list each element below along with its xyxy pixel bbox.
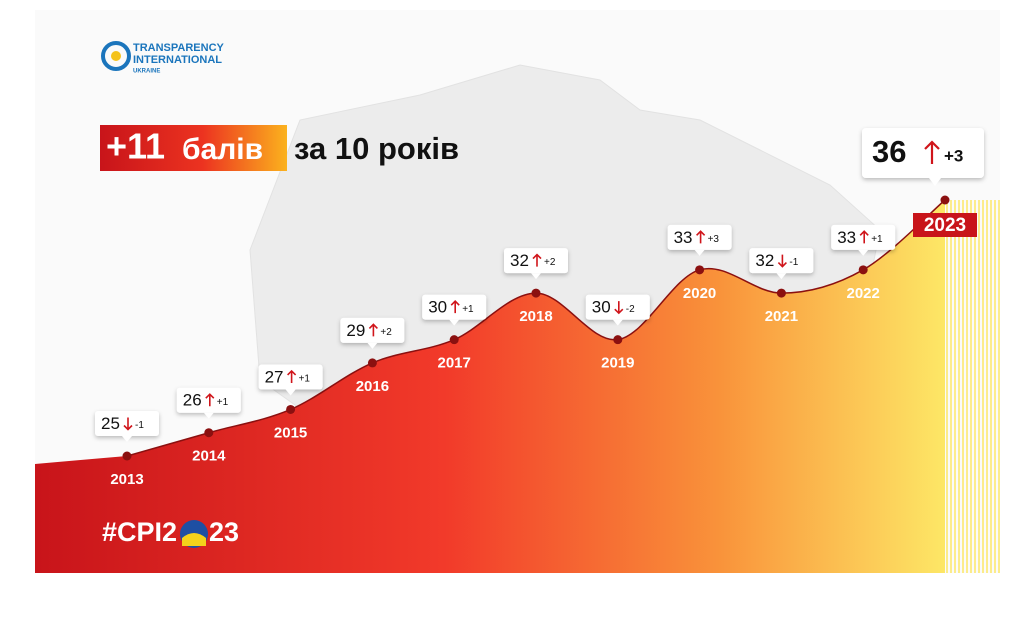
- change-label: +1: [217, 397, 229, 408]
- headline: +11 балів за 10 років: [100, 125, 459, 171]
- value-label: 32: [510, 251, 529, 270]
- label-box: [258, 364, 323, 390]
- x-tick-label: 2017: [438, 355, 471, 372]
- x-tick-label: 2019: [601, 355, 634, 372]
- label-pointer: [929, 178, 941, 186]
- change-arrow: [696, 230, 706, 244]
- point: [122, 451, 132, 461]
- x-tick-label: 2014: [192, 448, 226, 465]
- label-box: [831, 224, 896, 250]
- change-label: +1: [462, 304, 474, 315]
- headline-rest: за 10 років: [294, 131, 459, 166]
- value-label: 27: [265, 367, 284, 386]
- label-pointer: [531, 273, 541, 280]
- label-pointer: [285, 389, 296, 396]
- point: [286, 404, 296, 414]
- value-label: 32: [755, 251, 774, 270]
- value-label: 33: [674, 228, 693, 247]
- label-box: [422, 294, 487, 320]
- change-arrow: [123, 417, 133, 431]
- label-pointer: [612, 319, 623, 326]
- change-label: +1: [871, 234, 883, 245]
- point: [204, 428, 214, 438]
- label-pointer: [367, 342, 378, 349]
- value-label: 26: [183, 391, 202, 410]
- change-arrow: [205, 393, 215, 407]
- change-arrow: [368, 323, 378, 337]
- x-tick-label: 2018: [519, 308, 552, 325]
- stripes: [946, 200, 1000, 573]
- label-box: [667, 224, 732, 250]
- logo-text: TRANSPARENCY: [133, 42, 225, 54]
- x-tick-label: 2022: [847, 285, 880, 302]
- change-label: -1: [789, 257, 798, 268]
- change-arrow: [532, 253, 542, 267]
- value-label: 29: [346, 321, 365, 340]
- area-fill: [35, 200, 945, 573]
- x-tick-label: 2016: [356, 378, 389, 395]
- label-box: [504, 248, 568, 274]
- x-tick-label: 2013: [110, 471, 143, 488]
- change-arrow: [777, 254, 787, 268]
- value-label: 25: [101, 414, 120, 433]
- x-tick-label: 2023: [924, 215, 966, 236]
- change-arrow: [287, 369, 297, 383]
- point: [858, 265, 868, 275]
- value-label: 30: [592, 298, 611, 317]
- point: [449, 335, 459, 345]
- logo: TRANSPARENCY INTERNATIONAL UKRAINE: [101, 41, 225, 75]
- logo-text: UKRAINE: [133, 69, 160, 75]
- label-box: [95, 411, 159, 436]
- change-arrow: [450, 300, 460, 314]
- change-arrow: [924, 140, 940, 164]
- change-label: +1: [299, 374, 311, 385]
- label-pointer: [694, 249, 705, 256]
- hashtag: #CPI2 23: [102, 517, 239, 548]
- logo-text: INTERNATIONAL: [133, 54, 222, 66]
- change-arrow: [614, 301, 624, 315]
- change-label: +3: [708, 234, 720, 245]
- point: [940, 195, 950, 205]
- x-tick-label: 2015: [274, 424, 307, 441]
- label-pointer: [858, 249, 869, 256]
- change-label: -1: [135, 420, 144, 431]
- label-box: [340, 317, 405, 343]
- point: [613, 335, 623, 345]
- label-pointer: [122, 436, 132, 442]
- label-box: [585, 294, 650, 320]
- hashtag-start: #CPI2: [102, 517, 177, 547]
- logo-icon: [101, 41, 131, 71]
- change-label: +3: [944, 146, 963, 165]
- headline-number: +11: [106, 126, 165, 167]
- change-arrow: [859, 230, 869, 244]
- label-box: [862, 128, 984, 178]
- value-label: 30: [428, 298, 447, 317]
- label-pointer: [203, 412, 214, 419]
- label-pointer: [776, 273, 787, 280]
- label-pointer: [449, 319, 460, 326]
- value-label: 36: [872, 134, 906, 169]
- logo-dot: [111, 51, 121, 61]
- label-box: [176, 387, 241, 413]
- x-tick-label: 2020: [683, 285, 716, 302]
- change-label: +2: [380, 327, 392, 338]
- point: [531, 288, 541, 298]
- headline-box: [100, 125, 287, 171]
- change-label: +2: [544, 257, 556, 268]
- value-label: 33: [837, 228, 856, 247]
- year-box: [913, 213, 977, 237]
- hashtag-emblem-map: [182, 533, 206, 546]
- headline-unit: балів: [182, 133, 263, 166]
- hashtag-end: 23: [209, 517, 239, 547]
- point: [367, 358, 377, 368]
- change-label: -2: [626, 304, 635, 315]
- x-tick-label: 2021: [765, 308, 798, 325]
- label-box: [749, 248, 814, 274]
- point: [695, 265, 705, 275]
- point: [776, 288, 786, 298]
